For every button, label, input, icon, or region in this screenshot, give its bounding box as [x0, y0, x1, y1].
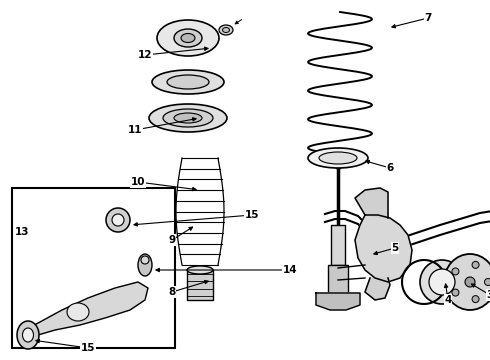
- Ellipse shape: [222, 27, 229, 32]
- Ellipse shape: [152, 70, 224, 94]
- Polygon shape: [365, 278, 390, 300]
- Ellipse shape: [67, 303, 89, 321]
- Text: 4: 4: [444, 295, 452, 305]
- Ellipse shape: [181, 33, 195, 42]
- Ellipse shape: [308, 148, 368, 168]
- Ellipse shape: [106, 208, 130, 232]
- Text: 12: 12: [138, 50, 152, 60]
- Text: 6: 6: [387, 163, 393, 173]
- Text: 5: 5: [392, 243, 399, 253]
- Ellipse shape: [444, 254, 490, 310]
- Ellipse shape: [219, 25, 233, 35]
- Text: 8: 8: [169, 287, 175, 297]
- Ellipse shape: [17, 321, 39, 349]
- Ellipse shape: [23, 328, 33, 342]
- Text: 13: 13: [15, 227, 29, 237]
- Polygon shape: [22, 282, 148, 338]
- Text: 11: 11: [128, 125, 142, 135]
- Ellipse shape: [174, 113, 202, 123]
- Ellipse shape: [472, 261, 479, 269]
- Ellipse shape: [420, 260, 464, 304]
- Ellipse shape: [429, 269, 455, 295]
- Ellipse shape: [319, 152, 357, 164]
- Polygon shape: [316, 293, 360, 310]
- Text: 10: 10: [131, 177, 145, 187]
- Ellipse shape: [163, 109, 213, 127]
- Ellipse shape: [452, 268, 459, 275]
- Ellipse shape: [187, 266, 213, 274]
- Ellipse shape: [141, 256, 149, 264]
- Bar: [328, 265, 348, 295]
- Polygon shape: [355, 215, 412, 282]
- Ellipse shape: [472, 296, 479, 303]
- Ellipse shape: [167, 75, 209, 89]
- Ellipse shape: [149, 104, 227, 132]
- Ellipse shape: [174, 29, 202, 47]
- Ellipse shape: [465, 277, 475, 287]
- Ellipse shape: [112, 214, 124, 226]
- Ellipse shape: [138, 254, 152, 276]
- Ellipse shape: [485, 279, 490, 285]
- Text: 15: 15: [245, 210, 259, 220]
- Bar: [12, 188, 175, 348]
- Bar: [331, 225, 345, 265]
- Bar: [187, 270, 213, 300]
- Text: 3: 3: [487, 290, 490, 300]
- Text: 7: 7: [424, 13, 432, 23]
- Ellipse shape: [157, 20, 219, 56]
- Text: 14: 14: [283, 265, 297, 275]
- Polygon shape: [355, 188, 388, 218]
- Ellipse shape: [452, 289, 459, 296]
- Text: 9: 9: [169, 235, 175, 245]
- Text: 15: 15: [81, 343, 95, 353]
